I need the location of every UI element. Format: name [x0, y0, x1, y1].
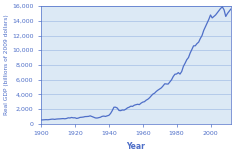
Y-axis label: Real GDP (billions of 2009 dollars): Real GDP (billions of 2009 dollars) — [4, 15, 9, 115]
X-axis label: Year: Year — [126, 142, 145, 151]
